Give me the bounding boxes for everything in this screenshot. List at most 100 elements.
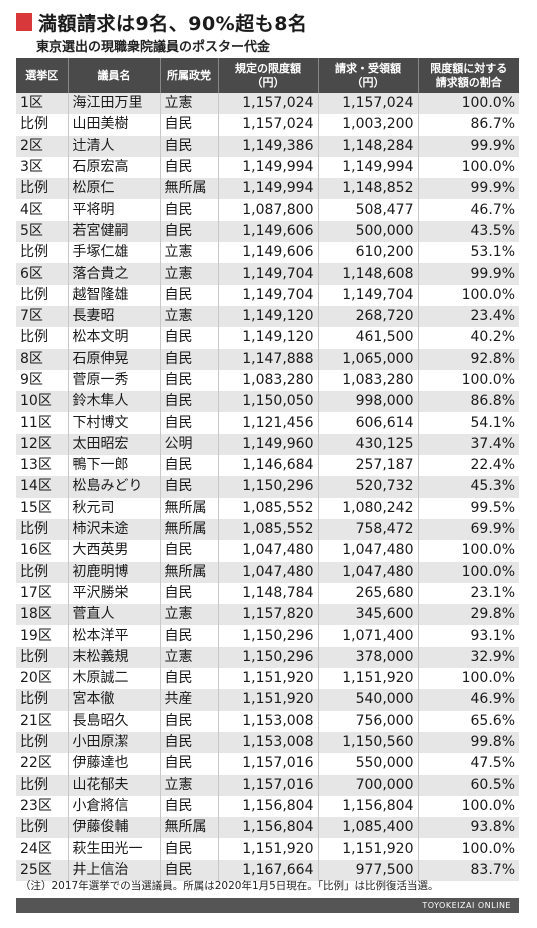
cell-limit-amount: 1,149,960 <box>218 433 319 456</box>
cell-ratio: 100.0% <box>418 369 519 392</box>
cell-party: 自民 <box>160 540 219 562</box>
cell-ratio: 45.3% <box>418 476 519 498</box>
cell-party: 自民 <box>160 369 219 392</box>
cell-claimed-amount: 1,071,400 <box>318 625 419 647</box>
header-party: 所属政党 <box>160 58 219 93</box>
cell-party: 自民 <box>160 156 219 179</box>
cell-ratio: 60.5% <box>418 774 519 796</box>
cell-member-name: 柿沢未途 <box>68 518 161 541</box>
header-claimed-amount: 請求・受領額 （円） <box>318 58 419 93</box>
cell-ratio: 37.4% <box>418 433 519 456</box>
cell-claimed-amount: 1,047,480 <box>318 561 419 583</box>
cell-limit-amount: 1,150,296 <box>218 646 319 669</box>
cell-ratio: 23.4% <box>418 305 519 328</box>
cell-party: 自民 <box>160 220 219 243</box>
cell-limit-amount: 1,149,994 <box>218 178 319 200</box>
cell-district: 20区 <box>16 668 69 690</box>
cell-claimed-amount: 1,065,000 <box>318 348 419 370</box>
table-row: 18区 菅直人 立憲 1,157,820 345,600 29.8% <box>16 604 519 626</box>
table-row: 6区 落合貴之 立憲 1,149,704 1,148,608 99.9% <box>16 263 519 285</box>
header-ratio: 限度額に対する 請求額の割合 <box>418 58 519 93</box>
table-row: 21区 長島昭久 自民 1,153,008 756,000 65.6% <box>16 710 519 732</box>
cell-member-name: 下村博文 <box>68 412 161 434</box>
table-row: 24区 萩生田光一 自民 1,151,920 1,151,920 100.0% <box>16 838 519 860</box>
cell-district: 比例 <box>16 178 69 200</box>
cell-member-name: 落合貴之 <box>68 263 161 285</box>
cell-district: 7区 <box>16 305 69 328</box>
cell-claimed-amount: 1,148,284 <box>318 135 419 157</box>
table-row: 3区 石原宏高 自民 1,149,994 1,149,994 100.0% <box>16 156 519 179</box>
cell-limit-amount: 1,150,296 <box>218 476 319 498</box>
cell-district: 比例 <box>16 114 69 136</box>
cell-district: 17区 <box>16 582 69 605</box>
cell-party: 自民 <box>160 348 219 370</box>
cell-district: 8区 <box>16 348 69 370</box>
cell-claimed-amount: 268,720 <box>318 305 419 328</box>
cell-party: 無所属 <box>160 817 219 839</box>
cell-claimed-amount: 1,149,994 <box>318 156 419 179</box>
cell-district: 19区 <box>16 625 69 647</box>
cell-party: 共産 <box>160 689 219 711</box>
cell-member-name: 長島昭久 <box>68 710 161 732</box>
table-row: 19区 松本洋平 自民 1,150,296 1,071,400 93.1% <box>16 625 519 647</box>
cell-limit-amount: 1,121,456 <box>218 412 319 434</box>
cell-limit-amount: 1,156,804 <box>218 795 319 818</box>
cell-limit-amount: 1,157,820 <box>218 604 319 626</box>
cell-limit-amount: 1,047,480 <box>218 561 319 583</box>
cell-member-name: 越智隆雄 <box>68 284 161 306</box>
cell-claimed-amount: 500,000 <box>318 220 419 243</box>
table-row: 比例 松本文明 自民 1,149,120 461,500 40.2% <box>16 327 519 349</box>
cell-party: 自民 <box>160 582 219 605</box>
table-row: 25区 井上信治 自民 1,167,664 977,500 83.7% <box>16 859 519 881</box>
cell-member-name: 辻清人 <box>68 135 161 157</box>
cell-claimed-amount: 1,151,920 <box>318 838 419 860</box>
cell-limit-amount: 1,150,050 <box>218 391 319 413</box>
cell-party: 立憲 <box>160 305 219 328</box>
cell-district: 15区 <box>16 497 69 519</box>
cell-member-name: 手塚仁雄 <box>68 242 161 264</box>
cell-district: 2区 <box>16 135 69 157</box>
cell-district: 22区 <box>16 753 69 775</box>
cell-claimed-amount: 1,080,242 <box>318 497 419 519</box>
cell-member-name: 木原誠二 <box>68 668 161 690</box>
cell-district: 16区 <box>16 540 69 562</box>
cell-ratio: 40.2% <box>418 327 519 349</box>
cell-limit-amount: 1,149,704 <box>218 284 319 306</box>
cell-ratio: 29.8% <box>418 604 519 626</box>
cell-ratio: 99.9% <box>418 135 519 157</box>
table-row: 比例 宮本徹 共産 1,151,920 540,000 46.9% <box>16 689 519 711</box>
cell-party: 自民 <box>160 327 219 349</box>
cell-limit-amount: 1,149,120 <box>218 327 319 349</box>
table-row: 4区 平将明 自民 1,087,800 508,477 46.7% <box>16 199 519 221</box>
cell-ratio: 99.9% <box>418 178 519 200</box>
cell-party: 自民 <box>160 455 219 477</box>
cell-ratio: 93.8% <box>418 817 519 839</box>
footer-credit: TOYOKEIZAI ONLINE <box>422 901 511 910</box>
cell-district: 24区 <box>16 838 69 860</box>
cell-claimed-amount: 550,000 <box>318 753 419 775</box>
cell-claimed-amount: 610,200 <box>318 242 419 264</box>
cell-ratio: 46.9% <box>418 689 519 711</box>
cell-ratio: 100.0% <box>418 561 519 583</box>
cell-member-name: 秋元司 <box>68 497 161 519</box>
cell-claimed-amount: 1,047,480 <box>318 540 419 562</box>
cell-party: 自民 <box>160 391 219 413</box>
cell-member-name: 小倉將信 <box>68 795 161 818</box>
cell-district: 10区 <box>16 391 69 413</box>
table-row: 15区 秋元司 無所属 1,085,552 1,080,242 99.5% <box>16 497 519 519</box>
cell-ratio: 100.0% <box>418 540 519 562</box>
cell-limit-amount: 1,085,552 <box>218 518 319 541</box>
cell-district: 1区 <box>16 93 69 115</box>
cell-party: 自民 <box>160 476 219 498</box>
cell-member-name: 長妻昭 <box>68 305 161 328</box>
cell-member-name: 平沢勝栄 <box>68 582 161 605</box>
cell-party: 自民 <box>160 284 219 306</box>
table-header-row: 選挙区 議員名 所属政党 規定の限度額 （円） 請求・受領額 （円） 限度額に対する 請求… <box>16 58 519 93</box>
cell-district: 9区 <box>16 369 69 392</box>
cell-limit-amount: 1,167,664 <box>218 859 319 881</box>
cell-party: 自民 <box>160 795 219 818</box>
cell-claimed-amount: 700,000 <box>318 774 419 796</box>
cell-member-name: 海江田万里 <box>68 93 161 115</box>
cell-claimed-amount: 756,000 <box>318 710 419 732</box>
table-row: 比例 末松義規 立憲 1,150,296 378,000 32.9% <box>16 646 519 669</box>
